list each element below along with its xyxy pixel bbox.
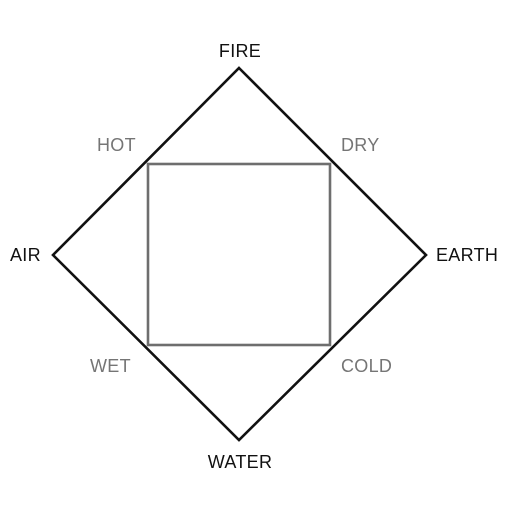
water-label: WATER	[207, 452, 273, 472]
fire-label: FIRE	[218, 41, 262, 61]
wet-label: WET	[90, 356, 131, 376]
elements-diamond	[51, 66, 428, 442]
air-label: AIR	[10, 245, 41, 265]
qualities-square	[146, 162, 332, 347]
dry-label: DRY	[341, 135, 380, 155]
earth-label: EARTH	[436, 245, 499, 265]
cold-label: COLD	[341, 356, 393, 376]
hot-label: HOT	[97, 135, 136, 155]
